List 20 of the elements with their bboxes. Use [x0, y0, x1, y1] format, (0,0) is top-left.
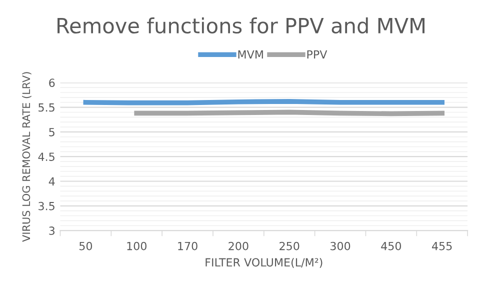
y-tick-label: 4 — [48, 177, 55, 186]
y-tick-label: 6 — [49, 78, 55, 88]
y-tick-label: 3.5 — [38, 202, 54, 210]
y-tick-label: 5 — [49, 128, 54, 136]
chart-title: Remove functions for PPV and MVM — [58, 17, 424, 34]
x-tick-label: 170 — [178, 242, 198, 250]
legend-label: MVM — [238, 50, 263, 59]
x-axis-title: FILTER VOLUME(L/M²) — [206, 258, 322, 268]
legend-label: PPV — [307, 50, 328, 59]
x-tick-label: 200 — [228, 242, 248, 250]
x-tick-label: 450 — [381, 242, 402, 250]
x-tick-label: 455 — [432, 242, 452, 250]
y-tick-label: 4.5 — [38, 152, 54, 161]
x-tick-label: 300 — [330, 242, 350, 250]
x-tick-label: 50 — [79, 242, 92, 250]
x-tick-label: 100 — [127, 242, 146, 250]
y-tick-label: 3 — [49, 226, 54, 235]
y-axis-title: VIRUS LOG REMOVAL RATE (LRV) — [22, 72, 32, 242]
x-tick-label: 250 — [280, 242, 300, 250]
y-tick-label: 5.5 — [38, 103, 54, 112]
